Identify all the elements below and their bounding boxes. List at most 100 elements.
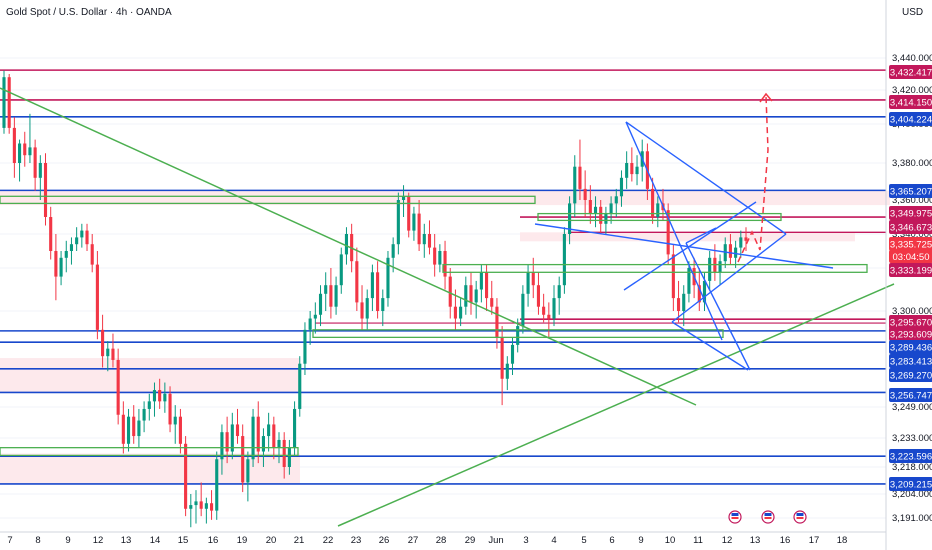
candle-body: [313, 314, 317, 319]
countdown-label: 03:04:50: [893, 252, 930, 263]
candle-body: [459, 306, 463, 319]
horizontal-levels: [0, 69, 886, 485]
candle-body: [542, 306, 546, 315]
candle-body: [365, 298, 369, 319]
x-tick-label: 16: [208, 535, 219, 546]
zone: [0, 358, 300, 393]
candle-body: [235, 424, 240, 437]
flag-icon: [796, 513, 804, 516]
price-tag-label: 3,223.596: [890, 452, 932, 463]
flag-icon: [731, 513, 739, 516]
candle-body: [329, 285, 333, 307]
candle-body: [344, 234, 349, 255]
candle-body: [568, 203, 572, 234]
y-tick-label: 3,300.000: [892, 306, 932, 317]
x-tick-label: 10: [665, 535, 676, 546]
price-tag-label: 3,209.215: [890, 480, 932, 491]
price-tag-label: 3,293.609: [890, 330, 932, 341]
channel-line: [671, 321, 749, 371]
zone: [520, 232, 855, 242]
candle-body: [256, 416, 260, 452]
drawings: [0, 87, 895, 527]
candle-body: [464, 285, 468, 307]
flag-icon: [764, 517, 772, 519]
candle-body: [526, 272, 530, 294]
candle-body: [708, 257, 712, 281]
candle-body: [184, 443, 188, 509]
candle-body: [744, 237, 748, 241]
flag-icon: [731, 517, 739, 519]
price-tag-label: 3,333.199: [890, 266, 932, 277]
candle-body: [619, 177, 624, 197]
candle-body: [241, 436, 245, 483]
candle-body: [95, 264, 99, 330]
x-tick-label: 13: [750, 535, 761, 546]
candle-body: [163, 393, 167, 402]
x-tick-label: 22: [323, 535, 334, 546]
channel-line: [625, 121, 787, 235]
candle-body: [339, 254, 343, 286]
candle-body: [215, 459, 219, 511]
candle-body: [298, 363, 302, 409]
candle-body: [687, 268, 691, 294]
candle-body: [33, 147, 37, 178]
candle-body: [28, 147, 32, 156]
y-tick-label: 3,233.000: [892, 433, 932, 444]
x-tick-label: 27: [408, 535, 419, 546]
candle-body: [651, 188, 655, 217]
candle-body: [443, 251, 447, 277]
x-tick-label: 23: [351, 535, 362, 546]
candle-body: [500, 337, 504, 379]
candle-body: [158, 390, 162, 402]
x-tick-label: 14: [150, 535, 161, 546]
candle-body: [360, 302, 364, 319]
flag-icon: [764, 513, 772, 516]
price-tag: [889, 263, 932, 277]
candle-body: [121, 414, 125, 444]
y-tick-label: 3,420.000: [892, 85, 932, 96]
price-tag: [889, 237, 932, 251]
x-tick-label: 29: [465, 535, 476, 546]
channel-line: [625, 121, 723, 341]
candle-body: [583, 188, 587, 200]
candle-body: [334, 285, 338, 307]
candle-body: [137, 420, 141, 437]
candle-body: [376, 272, 380, 311]
candle-body: [547, 314, 551, 319]
x-tick-label: 11: [693, 535, 703, 546]
candle-body: [18, 143, 22, 163]
price-tag: [889, 95, 932, 109]
candle-body: [209, 503, 214, 511]
candle-body: [599, 206, 603, 224]
candle-body: [516, 326, 520, 345]
candle-body: [106, 348, 110, 357]
candle-body: [396, 200, 400, 245]
y-tick-label: 3,440.000: [892, 53, 932, 64]
candle-body: [391, 244, 395, 258]
price-tag-label: 3,289.436: [890, 343, 932, 354]
price-tag: [889, 388, 932, 402]
spacer: [882, 273, 886, 277]
zones: [0, 190, 890, 485]
channel-line: [623, 201, 757, 291]
candle-body: [199, 501, 203, 509]
candle-body: [277, 439, 281, 448]
price-tag-label: 3,335.725: [890, 240, 932, 251]
x-tick-label: 6: [609, 535, 614, 546]
channel-line: [685, 227, 717, 244]
candle-body: [407, 196, 411, 231]
x-tick-label: 19: [237, 535, 248, 546]
x-tick-label: 9: [65, 535, 70, 546]
candle-body: [656, 203, 660, 217]
candles: [2, 70, 748, 528]
candle-body: [251, 416, 255, 460]
candle-body: [7, 77, 11, 128]
x-axis: 7 8 9 12 13 14 15 16 19 20 21 22 23 26 27 28 29 Jun 3 4 5 6 9 1…: [0, 531, 886, 546]
price-tag: [889, 220, 932, 234]
y-tick-label: 3,204.000: [892, 489, 932, 500]
x-tick-label: 16: [780, 535, 791, 546]
y-tick-label: 3,380.000: [892, 158, 932, 169]
candle-body: [614, 196, 618, 204]
